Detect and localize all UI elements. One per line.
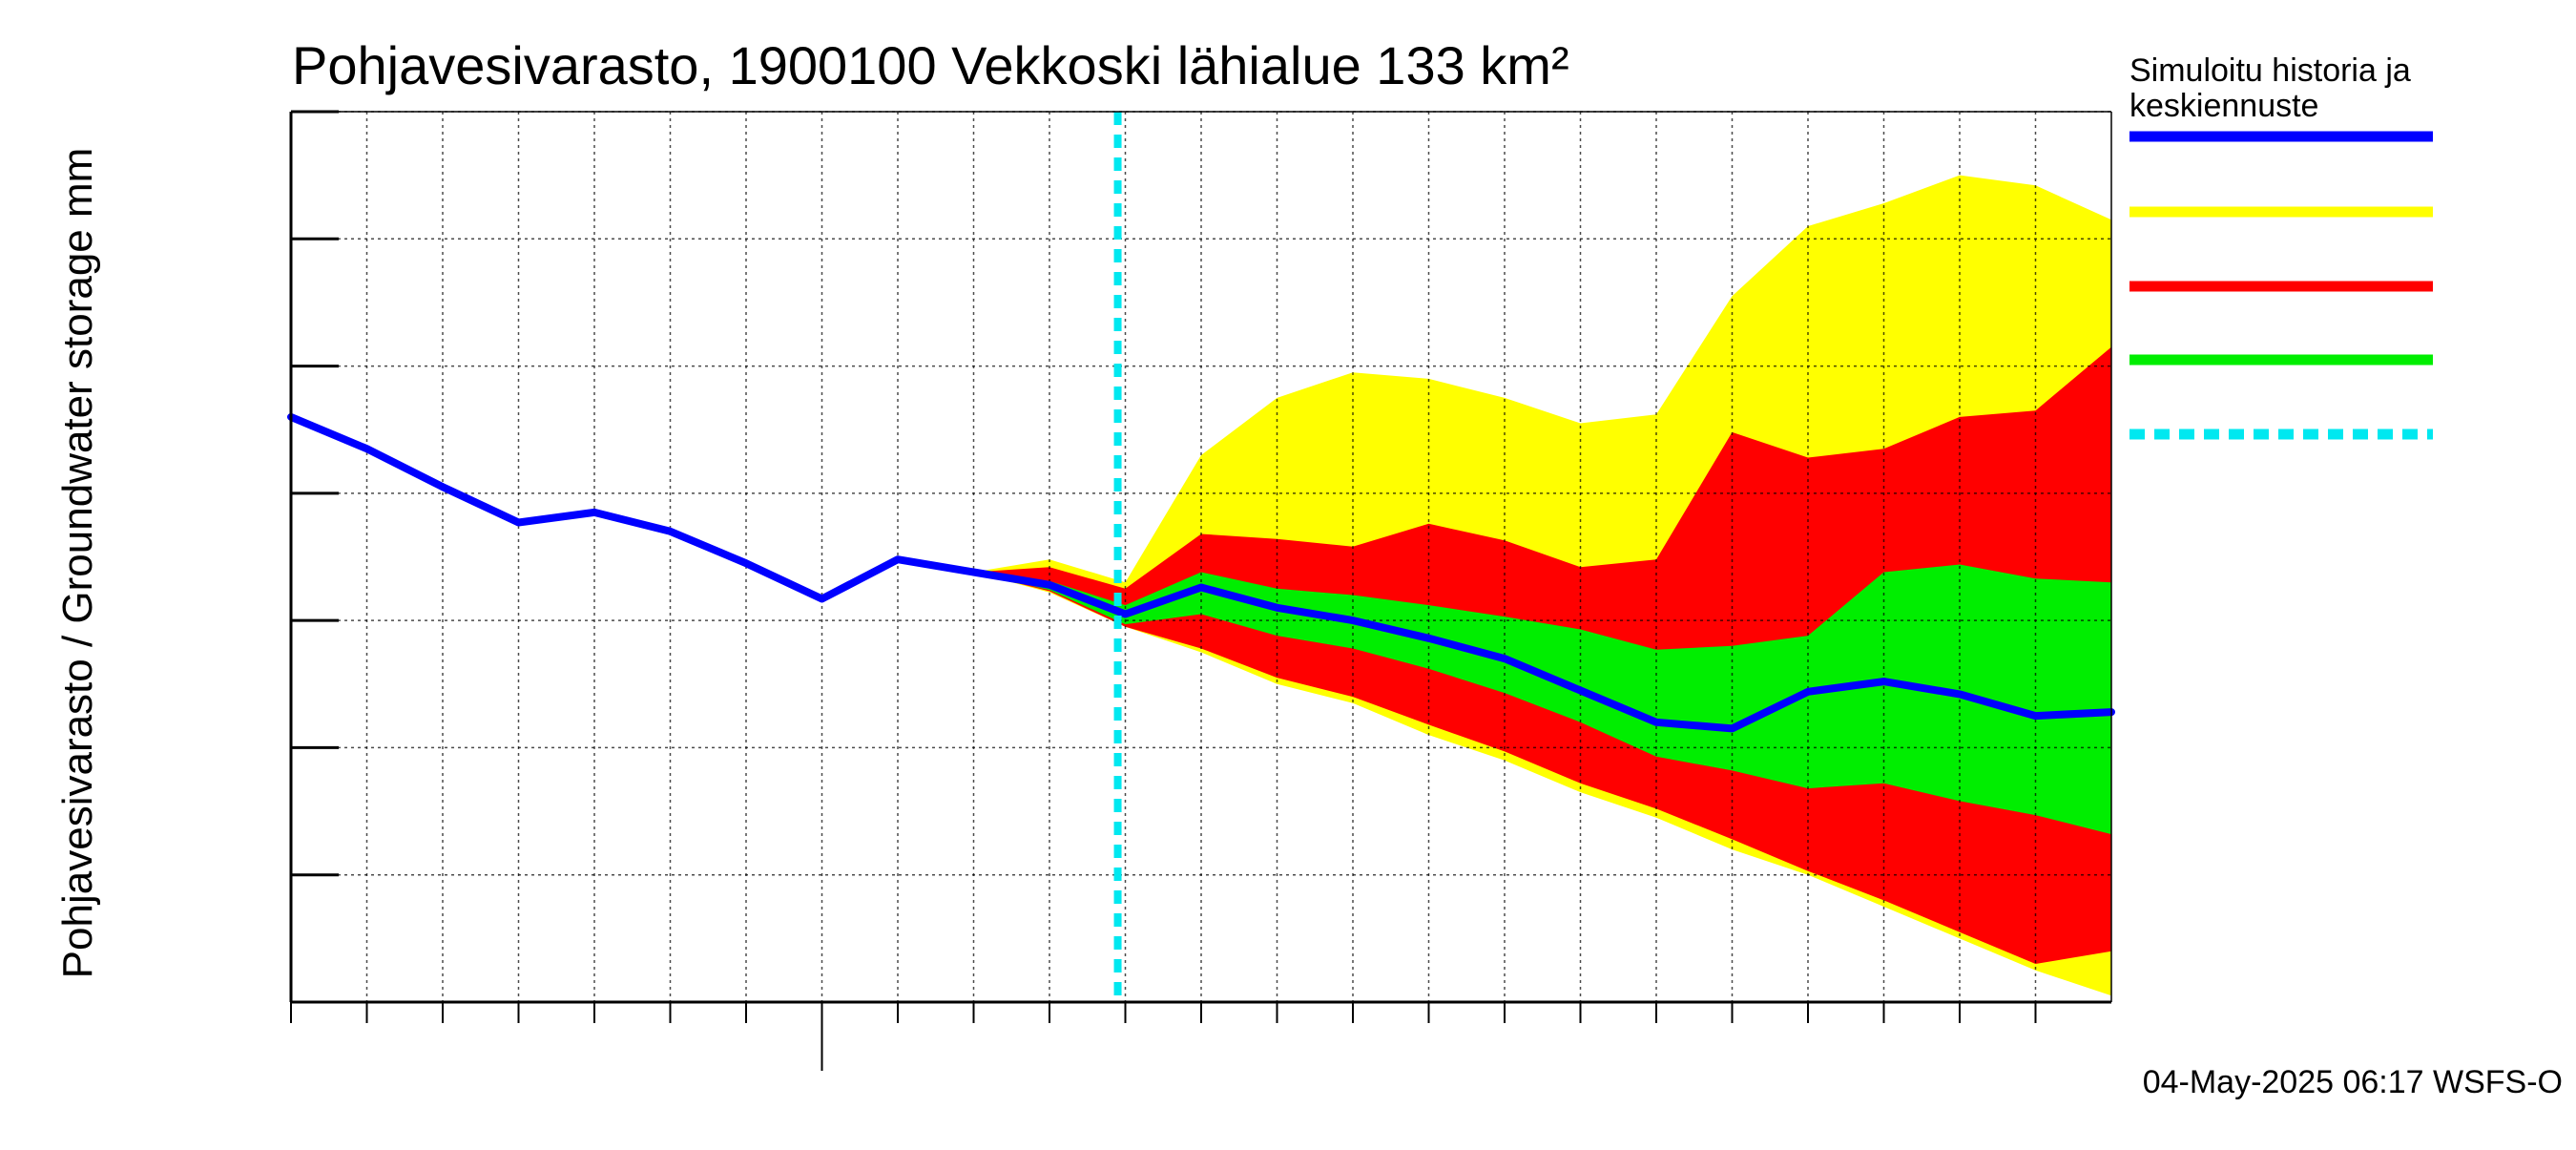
median-line [287,412,2115,733]
timestamp: 04-May-2025 06:17 WSFS-O [2143,1064,2563,1100]
legend-label-line2: keskiennuste [2129,88,2318,124]
y-tick-labels [291,110,339,1004]
median-line-layer [287,412,2115,733]
forecast-bands [973,175,2111,996]
chart-title: Pohjavesivarasto, 1900100 Vekkoski lähia… [292,35,1569,95]
y-axis-title: Pohjavesivarasto / Groundwater storage m… [54,148,101,979]
legend-label-line1: Simuloitu historia ja [2129,52,2411,89]
band-25-75-vaihteluv-li [973,564,2111,835]
